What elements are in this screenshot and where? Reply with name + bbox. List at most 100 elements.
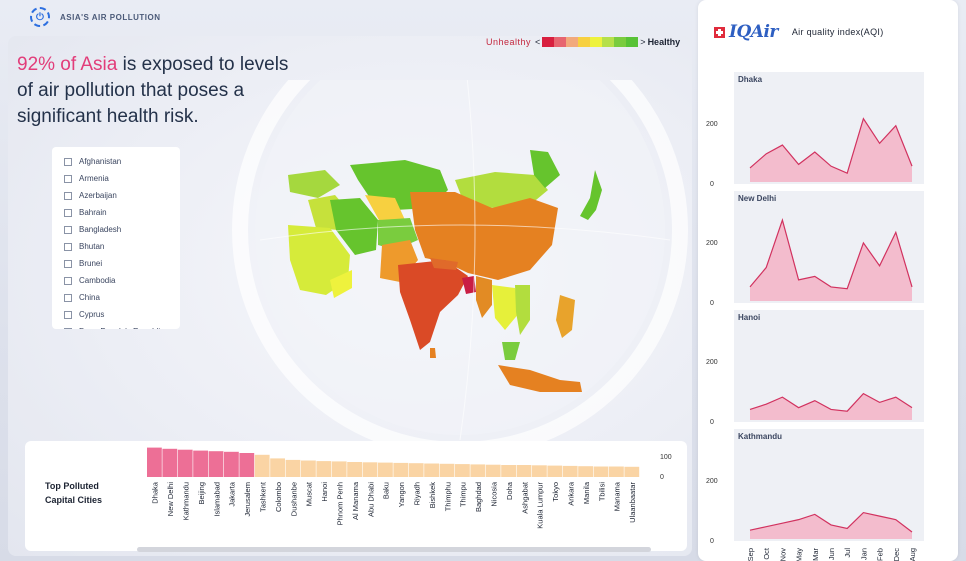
checkbox[interactable]: [64, 293, 72, 302]
country-bangladesh[interactable]: [462, 276, 476, 294]
bar[interactable]: [624, 466, 640, 477]
country-checkbox-item[interactable]: Bhutan: [64, 238, 180, 255]
country-malaysia[interactable]: [502, 342, 520, 360]
bar[interactable]: [424, 463, 439, 478]
bar[interactable]: [239, 453, 255, 477]
bar[interactable]: [578, 466, 593, 477]
country-russia-east[interactable]: [530, 150, 560, 188]
legend-swatch[interactable]: [566, 37, 579, 47]
country-checkbox-item[interactable]: Bahrain: [64, 204, 180, 221]
bar[interactable]: [470, 464, 486, 477]
bar[interactable]: [270, 458, 285, 477]
country-checkbox-item[interactable]: Armenia: [64, 170, 180, 187]
checkbox[interactable]: [64, 276, 72, 285]
legend-swatch[interactable]: [602, 37, 615, 47]
checkbox[interactable]: [64, 225, 72, 234]
bar[interactable]: [362, 462, 378, 477]
bar[interactable]: [455, 464, 470, 477]
bar[interactable]: [331, 461, 347, 477]
legend-swatch[interactable]: [614, 37, 627, 47]
country-thailand-laos[interactable]: [492, 285, 520, 330]
bar[interactable]: [609, 466, 624, 478]
country-india[interactable]: [398, 260, 468, 350]
bar[interactable]: [547, 465, 563, 477]
country-sri-lanka[interactable]: [430, 348, 436, 358]
country-saudi-arabia[interactable]: [288, 225, 350, 295]
bar[interactable]: [208, 451, 224, 477]
bar[interactable]: [193, 450, 208, 477]
top-polluted-bar-chart[interactable]: Dhaka New Delhi Kathmandu Beijing Islamabad J…: [25, 441, 687, 545]
month-axis-label: Aug: [908, 548, 917, 561]
bar[interactable]: [532, 465, 547, 477]
country-iran[interactable]: [330, 198, 378, 255]
country-indonesia[interactable]: [498, 365, 582, 392]
checkbox[interactable]: [64, 174, 72, 183]
legend-swatch[interactable]: [626, 37, 639, 47]
bar[interactable]: [393, 462, 409, 477]
country-checkbox-item[interactable]: Brunei: [64, 255, 180, 272]
country-mongolia[interactable]: [455, 172, 548, 208]
bar[interactable]: [162, 448, 178, 477]
bar[interactable]: [224, 451, 239, 477]
country-china[interactable]: [410, 192, 558, 280]
legend-swatches[interactable]: [542, 37, 639, 47]
checkbox[interactable]: [64, 157, 72, 166]
bar[interactable]: [439, 463, 455, 477]
country-vietnam[interactable]: [515, 285, 530, 335]
bar[interactable]: [316, 461, 332, 477]
checkbox[interactable]: [64, 327, 72, 329]
bar[interactable]: [562, 465, 578, 477]
bar[interactable]: [254, 454, 270, 477]
city-chart-line[interactable]: [749, 511, 913, 533]
checkbox[interactable]: [64, 259, 72, 268]
city-chart-y-tick: 0: [710, 300, 714, 307]
country-checkbox-item[interactable]: Cyprus: [64, 306, 180, 323]
bar[interactable]: [593, 466, 609, 478]
checkbox[interactable]: [64, 208, 72, 217]
legend-swatch[interactable]: [578, 37, 591, 47]
checkbox[interactable]: [64, 191, 72, 200]
bar[interactable]: [485, 464, 501, 477]
country-filter-list[interactable]: Afghanistan Armenia Azerbaijan Bahrain Bangl…: [52, 147, 180, 329]
bar-category-label: Riyadh: [413, 482, 422, 505]
bar[interactable]: [301, 460, 316, 478]
bar-category-label: Islamabad: [212, 482, 221, 517]
country-uzbekistan[interactable]: [365, 195, 405, 222]
asia-map[interactable]: [230, 2, 700, 520]
country-label: Bahrain: [79, 208, 107, 217]
country-checkbox-item[interactable]: Dem. People's Republic: [64, 323, 180, 329]
legend-swatch[interactable]: [554, 37, 567, 47]
country-nepal[interactable]: [430, 258, 458, 270]
bar[interactable]: [501, 465, 516, 477]
country-turkey[interactable]: [288, 170, 340, 198]
city-chart-y-tick: 200: [706, 121, 718, 128]
bar[interactable]: [347, 462, 362, 477]
country-checkbox-item[interactable]: Bangladesh: [64, 221, 180, 238]
country-checkbox-item[interactable]: Azerbaijan: [64, 187, 180, 204]
headline: 92% of Asia is exposed to levels of air …: [17, 52, 307, 130]
country-myanmar[interactable]: [476, 276, 492, 318]
country-checkbox-item[interactable]: China: [64, 289, 180, 306]
country-checkbox-item[interactable]: Afghanistan: [64, 153, 180, 170]
bar-chart-scrollbar[interactable]: [137, 547, 651, 552]
city-chart-line[interactable]: [749, 117, 913, 175]
checkbox[interactable]: [64, 310, 72, 319]
bar[interactable]: [285, 459, 301, 477]
country-japan[interactable]: [580, 170, 602, 220]
legend-swatch[interactable]: [590, 37, 603, 47]
city-chart-line[interactable]: [749, 217, 913, 290]
country-philippines[interactable]: [556, 295, 575, 338]
country-yemen-oman[interactable]: [330, 270, 352, 298]
city-chart-line[interactable]: [749, 392, 913, 412]
aqi-city-charts[interactable]: Dhaka 200 0 New Delhi 200 0 Hanoi 200 0 Kathmandu…: [698, 0, 958, 561]
bar[interactable]: [147, 447, 162, 477]
checkbox[interactable]: [64, 242, 72, 251]
month-axis-label: Jul: [843, 548, 852, 558]
bar[interactable]: [177, 449, 193, 477]
bar[interactable]: [408, 463, 424, 477]
bar[interactable]: [378, 462, 393, 477]
legend-swatch[interactable]: [542, 37, 555, 47]
month-axis-label: Jun: [827, 548, 836, 560]
country-checkbox-item[interactable]: Cambodia: [64, 272, 180, 289]
bar[interactable]: [516, 465, 532, 477]
